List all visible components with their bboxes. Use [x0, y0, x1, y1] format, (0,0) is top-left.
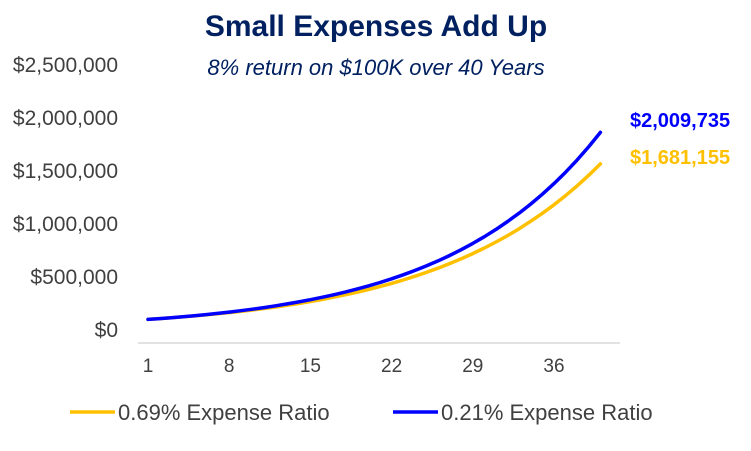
x-tick-label: 36 — [543, 356, 564, 377]
y-tick-label: $2,000,000 — [13, 107, 118, 130]
chart-title: Small Expenses Add Up — [205, 10, 547, 43]
chart-subtitle: 8% return on $100K over 40 Years — [207, 55, 544, 80]
end-value-label: $2,009,735 — [630, 110, 730, 132]
plot-area — [146, 130, 603, 322]
x-tick-label: 22 — [381, 356, 402, 377]
series-line-1 — [146, 162, 603, 322]
y-tick-label: $0 — [95, 319, 118, 342]
legend-label: 0.21% Expense Ratio — [441, 400, 653, 425]
legend: 0.69% Expense Ratio 0.21% Expense Ratio — [70, 400, 653, 425]
y-tick-label: $2,500,000 — [13, 54, 118, 77]
x-tick-label: 15 — [300, 356, 321, 377]
y-tick-label: $500,000 — [30, 266, 118, 289]
y-axis: $0 $500,000 $1,000,000 $1,500,000 $2,000,000… — [13, 54, 118, 342]
y-tick-label: $1,000,000 — [13, 213, 118, 236]
end-value-label: $1,681,155 — [630, 147, 730, 169]
y-tick-label: $1,500,000 — [13, 160, 118, 183]
x-axis: 1 8 15 22 29 36 — [138, 342, 620, 377]
x-tick-label: 1 — [143, 356, 154, 377]
x-tick-label: 29 — [462, 356, 483, 377]
end-labels: $2,009,735 $1,681,155 — [630, 110, 730, 169]
series-line-2 — [146, 130, 603, 322]
legend-label: 0.69% Expense Ratio — [118, 400, 330, 425]
x-tick-label: 8 — [224, 356, 235, 377]
